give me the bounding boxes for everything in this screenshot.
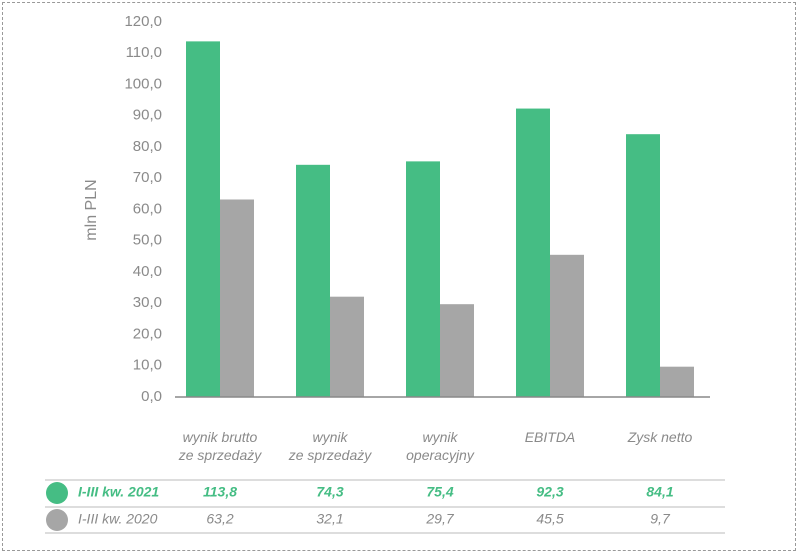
- y-tick-label: 90,0: [133, 107, 162, 124]
- bar: [516, 108, 550, 397]
- data-label: 92,3: [536, 484, 563, 500]
- y-tick-label: 70,0: [133, 169, 162, 186]
- y-tick-label: 110,0: [126, 44, 162, 61]
- x-tick-label: wynik brutto ze sprzedaży: [178, 429, 262, 463]
- y-tick-label: 10,0: [133, 357, 162, 374]
- bar: [660, 366, 694, 397]
- data-label: 63,2: [206, 511, 233, 527]
- legend-swatch: [46, 509, 68, 531]
- data-label: 84,1: [646, 484, 673, 500]
- x-tick-label: Zysk netto: [627, 429, 693, 445]
- bar: [550, 254, 584, 397]
- y-tick-label: 0,0: [141, 388, 162, 405]
- bar: [440, 304, 474, 397]
- y-tick-label: 120,0: [124, 13, 162, 30]
- legend-label: I-III kw. 2021: [78, 484, 159, 500]
- y-axis-label: mln PLN: [83, 179, 100, 240]
- data-label: 32,1: [316, 511, 343, 527]
- data-label: 29,7: [425, 511, 454, 527]
- y-tick-label: 30,0: [133, 294, 162, 311]
- y-tick-label: 80,0: [133, 138, 162, 155]
- bar: [186, 41, 220, 397]
- legend-swatch: [46, 482, 68, 504]
- bar: [220, 199, 254, 397]
- data-label: 75,4: [426, 484, 453, 500]
- x-tick-label: EBITDA: [524, 429, 576, 445]
- y-tick-label: 100,0: [124, 75, 162, 92]
- bar: [406, 161, 440, 397]
- bar: [330, 296, 364, 397]
- y-tick-label: 20,0: [133, 325, 162, 342]
- y-tick-label: 40,0: [133, 263, 162, 280]
- legend-label: I-III kw. 2020: [78, 511, 158, 527]
- x-tick-label: wynik operacyjny: [406, 429, 474, 463]
- data-label: 74,3: [316, 484, 343, 500]
- bar: [296, 164, 330, 397]
- bar: [626, 134, 660, 397]
- data-label: 9,7: [650, 511, 671, 527]
- x-tick-label: wynik ze sprzedaży: [288, 429, 372, 463]
- data-label: 113,8: [203, 484, 237, 500]
- y-tick-label: 60,0: [133, 200, 162, 217]
- data-label: 45,5: [536, 511, 563, 527]
- y-tick-label: 50,0: [133, 232, 162, 249]
